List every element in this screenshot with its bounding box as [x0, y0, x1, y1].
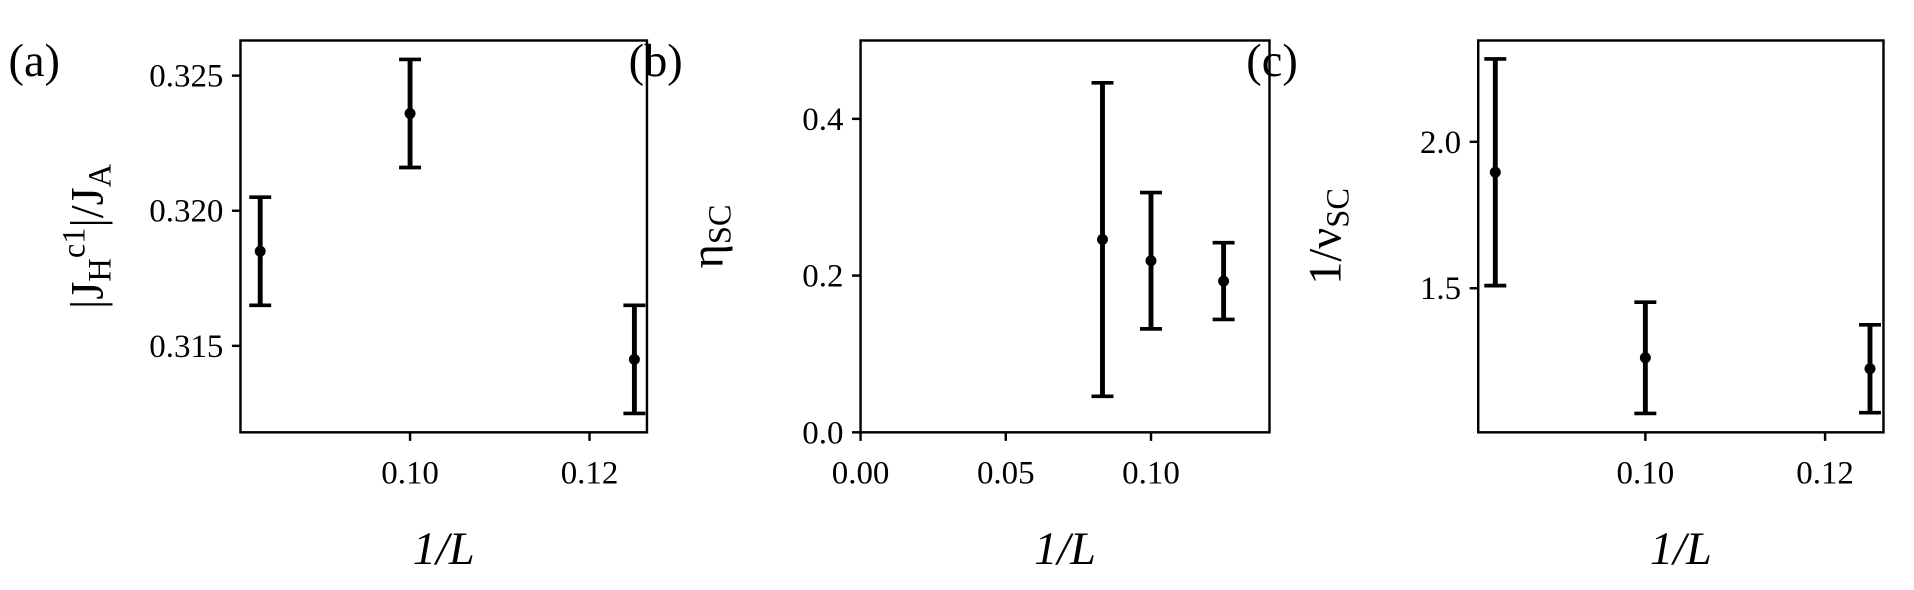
point [1145, 255, 1157, 267]
plot-frame [859, 39, 1271, 434]
y-axis-label: ηSC [683, 204, 739, 268]
x-axis-label: 1/L [413, 524, 475, 575]
y-tick-label: 0.320 [149, 194, 223, 230]
point [1218, 275, 1230, 287]
y-axis-label: |JHc1|/JA [57, 163, 119, 309]
point [1864, 363, 1876, 375]
y-tick-label: 0.315 [149, 329, 223, 365]
x-axis-label: 1/L [1650, 524, 1712, 575]
x-tick-label: 0.10 [1617, 456, 1675, 492]
x-axis-label: 1/L [1034, 524, 1096, 575]
panel-label: (b) [629, 36, 683, 87]
x-tick-label: 0.12 [1796, 456, 1854, 492]
point [1489, 166, 1501, 178]
y-axis-label: 1/νSC [1300, 188, 1356, 285]
y-tick-label: 2.0 [1420, 125, 1461, 161]
point [254, 245, 266, 257]
x-tick-label: 0.05 [977, 456, 1035, 492]
y-tick-label: 0.2 [802, 259, 843, 295]
y-tick-label: 1.5 [1420, 271, 1461, 307]
y-tick-label: 0.0 [802, 415, 843, 451]
plot-frame [1477, 39, 1885, 434]
x-tick-label: 0.10 [1122, 456, 1180, 492]
point [1639, 352, 1651, 364]
point [1097, 234, 1108, 246]
x-tick-label: 0.10 [381, 456, 439, 492]
x-tick-label: 0.00 [832, 456, 890, 492]
y-tick-label: 0.4 [802, 102, 843, 138]
plot-frame [239, 39, 649, 434]
panel-label: (a) [9, 36, 60, 87]
point [628, 353, 640, 365]
panel-label: (c) [1246, 36, 1297, 87]
y-tick-label: 0.325 [149, 59, 223, 95]
x-tick-label: 0.12 [561, 456, 619, 492]
point [404, 107, 416, 119]
